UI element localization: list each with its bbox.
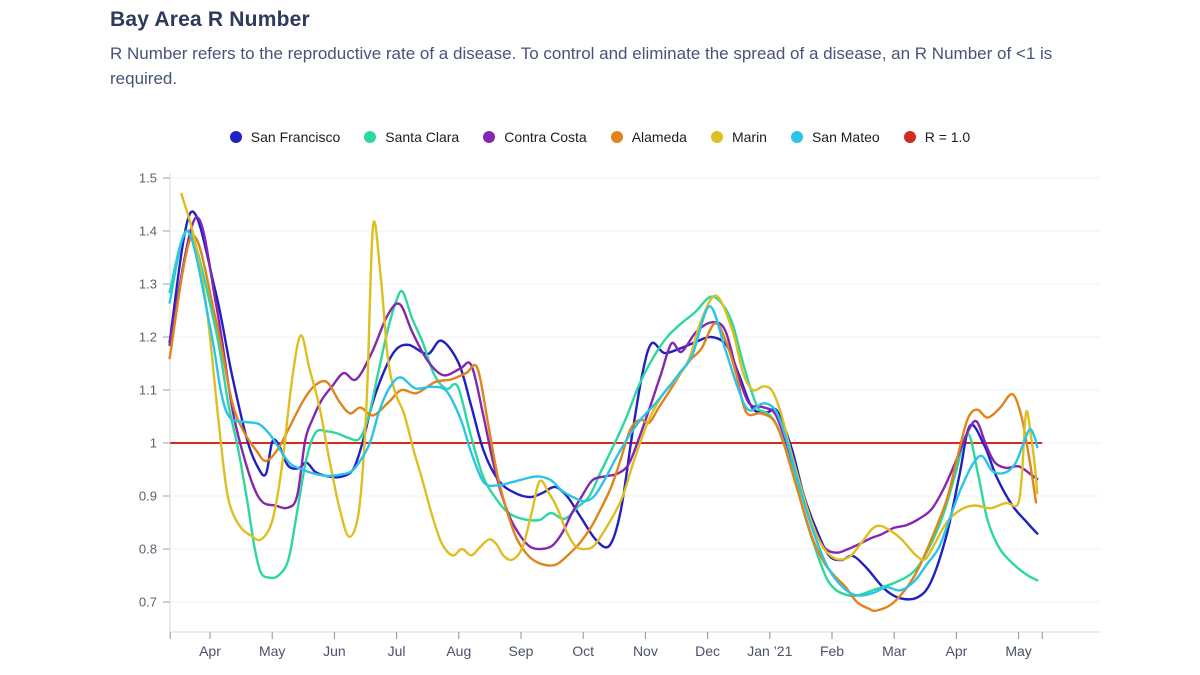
legend-dot-san-mateo xyxy=(790,131,803,143)
y-axis-label: 1.1 xyxy=(139,383,157,398)
series-line-alameda xyxy=(168,234,1038,612)
chart-header: Bay Area R Number R Number refers to the… xyxy=(110,8,1090,91)
x-axis-label: May xyxy=(259,643,285,659)
x-axis-label: Aug xyxy=(446,643,471,659)
legend-label: Contra Costa xyxy=(504,129,587,145)
legend-label: Alameda xyxy=(631,129,687,145)
legend-item-r-1-0[interactable]: R = 1.0 xyxy=(903,129,971,145)
y-axis-label: 0.7 xyxy=(139,595,157,610)
y-axis-label: 0.8 xyxy=(139,542,157,557)
x-axis-label: Jan ’21 xyxy=(747,643,792,659)
x-axis-label: Jun xyxy=(323,643,346,659)
series-line-san-mateo xyxy=(168,229,1039,597)
series-line-santa-clara xyxy=(168,229,1039,598)
x-axis-label: Oct xyxy=(572,643,594,659)
series-line-contra-costa xyxy=(168,216,1039,554)
legend-label: Marin xyxy=(731,129,767,145)
y-axis-label: 1.5 xyxy=(139,171,157,186)
legend-dot-marin xyxy=(710,131,723,143)
x-axis-label: Apr xyxy=(946,643,968,659)
legend-item-contra-costa[interactable]: Contra Costa xyxy=(483,129,587,145)
legend-label: Santa Clara xyxy=(385,129,460,145)
legend-label: San Francisco xyxy=(250,129,341,145)
legend-item-san-mateo[interactable]: San Mateo xyxy=(790,129,880,145)
x-axis-label: Apr xyxy=(199,643,221,659)
legend-label: R = 1.0 xyxy=(924,129,971,145)
page-title: Bay Area R Number xyxy=(110,8,310,31)
y-axis-label: 0.9 xyxy=(139,489,157,504)
x-axis-label: May xyxy=(1005,643,1031,659)
x-axis-label: Dec xyxy=(695,643,720,659)
y-axis-label: 1.3 xyxy=(139,277,157,292)
y-axis-label: 1 xyxy=(150,436,157,451)
chart-legend: San Francisco Santa Clara Contra Costa Alam… xyxy=(0,129,1200,145)
x-axis-label: Sep xyxy=(509,643,534,659)
legend-item-marin[interactable]: Marin xyxy=(710,129,767,145)
page-subtitle: R Number refers to the reproductive rate… xyxy=(110,44,1053,88)
x-axis-label: Mar xyxy=(882,643,906,659)
legend-dot-alameda xyxy=(610,131,623,143)
y-axis-label: 1.2 xyxy=(139,330,157,345)
legend-item-santa-clara[interactable]: Santa Clara xyxy=(364,129,459,145)
y-axis-label: 1.4 xyxy=(139,224,157,239)
legend-item-san-francisco[interactable]: San Francisco xyxy=(229,129,341,145)
legend-dot-r-1-0 xyxy=(903,131,916,143)
legend-label: San Mateo xyxy=(811,129,880,145)
legend-item-alameda[interactable]: Alameda xyxy=(610,129,687,145)
series-line-marin xyxy=(180,192,1039,562)
x-axis-label: Feb xyxy=(820,643,844,659)
legend-dot-santa-clara xyxy=(364,131,377,143)
x-axis-label: Nov xyxy=(633,643,658,659)
legend-dot-contra-costa xyxy=(483,131,496,143)
legend-dot-san-francisco xyxy=(229,131,242,143)
x-axis-label: Jul xyxy=(388,643,406,659)
